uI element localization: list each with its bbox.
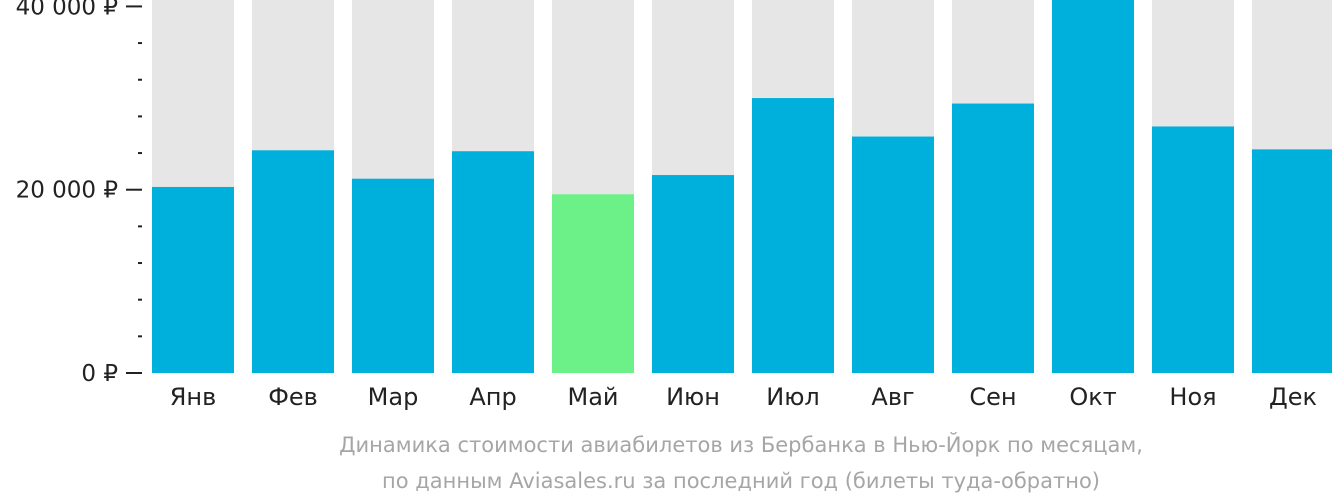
bar-11[interactable]: [1152, 126, 1234, 373]
y-tick-label: 0 ₽: [81, 361, 118, 387]
bars: [152, 0, 1332, 374]
x-tick-label: Фев: [268, 383, 318, 411]
bar-4[interactable]: [452, 151, 534, 373]
bar-1[interactable]: [152, 186, 234, 373]
bar-8[interactable]: [852, 136, 934, 373]
y-axis: 40 000 ₽ 20 000 ₽ 0 ₽: [16, 0, 142, 387]
y-tick-label: 20 000 ₽: [16, 178, 118, 204]
x-tick-label: Янв: [170, 383, 217, 411]
x-tick-label: Июн: [666, 383, 720, 411]
x-tick-label: Мар: [368, 383, 419, 411]
chart-caption-line-1: Динамика стоимости авиабилетов из Бербан…: [339, 432, 1143, 457]
x-tick-label: Авг: [871, 383, 914, 411]
bar-2[interactable]: [252, 150, 334, 373]
x-tick-label: Дек: [1269, 383, 1317, 411]
x-tick-label: Окт: [1069, 383, 1116, 411]
x-tick-label: Сен: [969, 383, 1016, 411]
bar-10[interactable]: [1052, 0, 1134, 373]
y-tick-label: 40 000 ₽: [16, 0, 118, 20]
x-tick-label: Июл: [766, 383, 820, 411]
x-axis: Янв Фев Мар Апр Май Июн Июл Авг Сен Окт Ноя Дек: [170, 383, 1317, 411]
bar-9[interactable]: [952, 103, 1034, 374]
x-tick-label: Апр: [469, 383, 516, 411]
bar-5[interactable]: [552, 194, 634, 373]
bar-3[interactable]: [352, 178, 434, 373]
x-tick-label: Ноя: [1169, 383, 1216, 411]
bar-6[interactable]: [652, 175, 734, 373]
chart-caption-line-2: по данным Aviasales.ru за последний год …: [382, 469, 1100, 493]
bar-7[interactable]: [752, 98, 834, 373]
x-tick-label: Май: [567, 383, 618, 411]
bar-12[interactable]: [1252, 149, 1332, 373]
